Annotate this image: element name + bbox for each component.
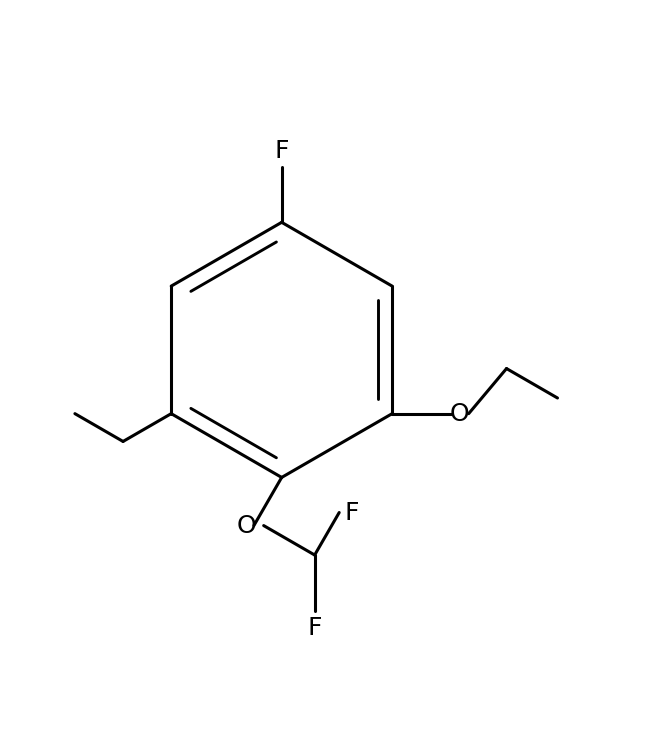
Text: F: F	[345, 500, 359, 525]
Text: O: O	[236, 514, 256, 537]
Text: F: F	[275, 140, 289, 163]
Text: F: F	[307, 616, 322, 640]
Text: O: O	[450, 402, 470, 426]
